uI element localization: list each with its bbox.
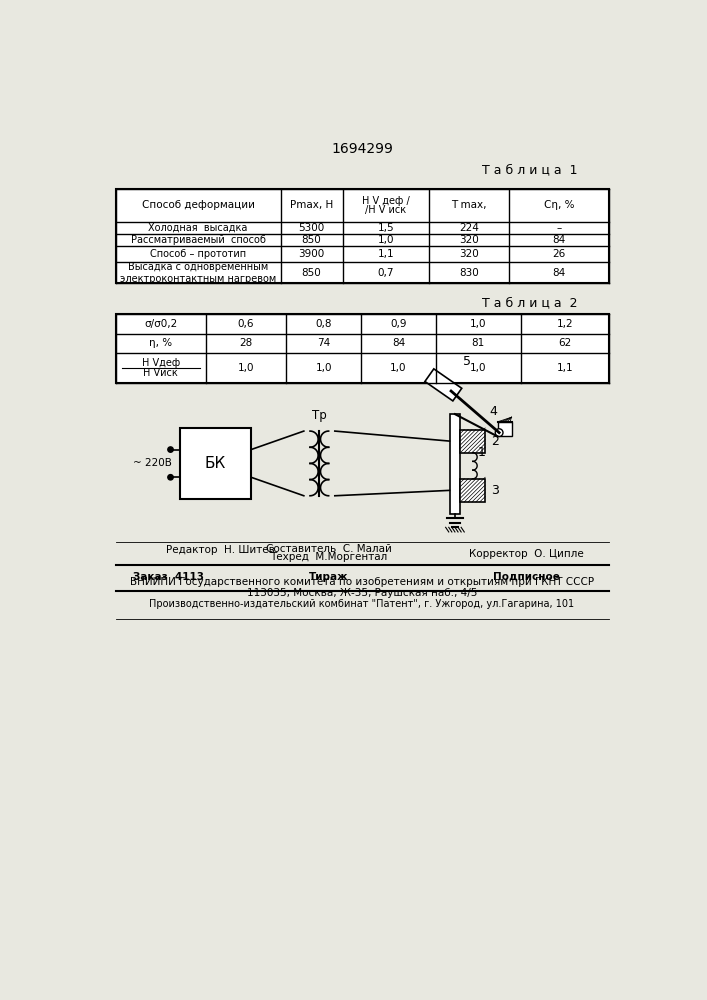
Text: H Vиск: H Vиск (144, 368, 178, 378)
Text: 1,0: 1,0 (390, 363, 407, 373)
Text: 1,5: 1,5 (378, 223, 395, 233)
Text: 2: 2 (491, 435, 499, 448)
Circle shape (168, 475, 173, 480)
Text: 113035, Москва, Ж-35, Раушская наб., 4/5: 113035, Москва, Ж-35, Раушская наб., 4/5 (247, 588, 477, 598)
Text: –: – (556, 223, 562, 233)
Bar (115, 189, 609, 283)
Text: 1: 1 (478, 446, 486, 459)
Text: 850: 850 (302, 268, 322, 278)
Text: БК: БК (205, 456, 226, 471)
Text: Pmax, H: Pmax, H (290, 200, 333, 210)
Text: 1,0: 1,0 (238, 363, 255, 373)
Text: 5: 5 (462, 355, 471, 368)
Text: 0,9: 0,9 (390, 319, 407, 329)
Text: 850: 850 (302, 235, 322, 245)
Bar (460, 430, 485, 453)
Text: 26: 26 (553, 249, 566, 259)
Text: H V деф /: H V деф / (362, 196, 410, 206)
Text: η, %: η, % (149, 338, 173, 348)
Text: ~ 220В: ~ 220В (133, 458, 172, 468)
Text: 1,0: 1,0 (378, 235, 395, 245)
Text: Производственно-издательский комбинат "Патент", г. Ужгород, ул.Гагарина, 101: Производственно-издательский комбинат "П… (149, 599, 575, 609)
Bar (460, 479, 485, 502)
Text: Подписное: Подписное (493, 572, 560, 582)
Text: H Vдеф: H Vдеф (141, 358, 180, 368)
Bar (115, 314, 609, 383)
Text: Тираж: Тираж (309, 572, 349, 582)
Text: Т а б л и ц а  2: Т а б л и ц а 2 (482, 297, 578, 310)
Text: Тр: Тр (312, 409, 327, 422)
Text: 1,1: 1,1 (556, 363, 573, 373)
Text: Способ – прототип: Способ – прототип (150, 249, 246, 259)
Circle shape (495, 429, 503, 436)
Text: 84: 84 (553, 235, 566, 245)
Text: Рассматриваемый  способ: Рассматриваемый способ (131, 235, 266, 245)
Text: 1,2: 1,2 (556, 319, 573, 329)
Text: 224: 224 (460, 223, 479, 233)
Text: 3900: 3900 (298, 249, 325, 259)
Text: Редактор  Н. Шитев: Редактор Н. Шитев (166, 545, 275, 555)
Text: 3: 3 (491, 484, 499, 497)
Text: Сη, %: Сη, % (544, 200, 574, 210)
Text: 830: 830 (460, 268, 479, 278)
Text: 62: 62 (559, 338, 572, 348)
Text: Заказ  4113: Заказ 4113 (134, 572, 204, 582)
Text: 320: 320 (460, 235, 479, 245)
Circle shape (168, 447, 173, 452)
Text: σ/σ0,2: σ/σ0,2 (144, 319, 177, 329)
Bar (498, 422, 512, 436)
Text: 4: 4 (489, 405, 497, 418)
Text: ВНИИПИ Государственного комитета по изобретениям и открытиям при ГКНТ СССР: ВНИИПИ Государственного комитета по изоб… (130, 577, 594, 587)
Text: 81: 81 (472, 338, 485, 348)
Text: 320: 320 (460, 249, 479, 259)
Bar (425, 369, 462, 401)
Text: T max,: T max, (452, 200, 487, 210)
Bar (450, 414, 460, 514)
Text: 1694299: 1694299 (331, 142, 393, 156)
Text: 5300: 5300 (298, 223, 325, 233)
Text: Т а б л и ц а  1: Т а б л и ц а 1 (482, 164, 578, 177)
Text: Высадка с одновременным
электроконтактным нагревом: Высадка с одновременным электроконтактны… (120, 262, 276, 284)
Text: 28: 28 (240, 338, 252, 348)
Text: Холодная  высадка: Холодная высадка (148, 223, 247, 233)
Text: 74: 74 (317, 338, 330, 348)
Text: 0,7: 0,7 (378, 268, 395, 278)
Text: 0,8: 0,8 (315, 319, 332, 329)
Bar (180, 428, 251, 499)
Text: 0,6: 0,6 (238, 319, 255, 329)
Text: 84: 84 (392, 338, 405, 348)
Text: 1,0: 1,0 (470, 319, 486, 329)
Text: /H V иск: /H V иск (366, 205, 407, 215)
Text: Составитель  С. Малай: Составитель С. Малай (266, 544, 392, 554)
Text: 84: 84 (553, 268, 566, 278)
Text: 1,1: 1,1 (378, 249, 395, 259)
Text: 1,0: 1,0 (315, 363, 332, 373)
Text: Техред  М.Моргентал: Техред М.Моргентал (270, 552, 387, 562)
Text: Способ деформации: Способ деформации (141, 200, 255, 210)
Text: 1,0: 1,0 (470, 363, 486, 373)
Text: Корректор  О. Ципле: Корректор О. Ципле (469, 549, 583, 559)
